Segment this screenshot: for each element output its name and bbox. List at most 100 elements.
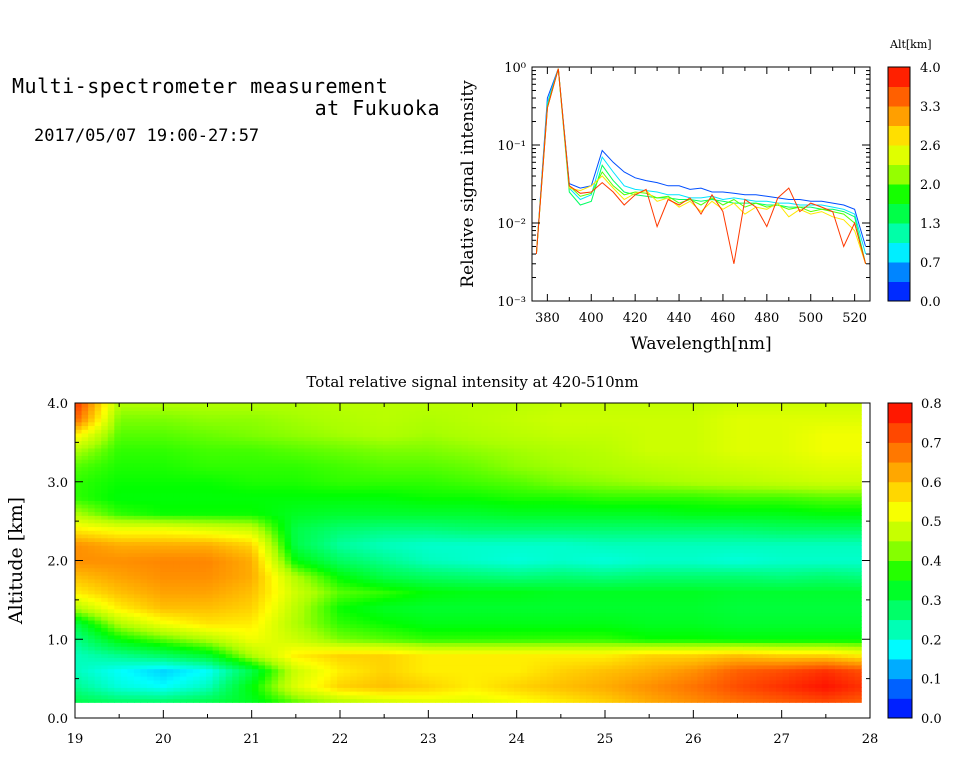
heatmap-cell xyxy=(461,601,469,606)
heatmap-cell xyxy=(513,653,522,658)
heatmap-cell xyxy=(448,679,456,685)
heatmap-cell xyxy=(396,601,404,606)
heatmap-cell xyxy=(690,646,698,651)
heatmap-cell xyxy=(559,687,567,692)
heatmap-cell xyxy=(120,619,129,625)
heatmap-cell xyxy=(834,601,843,606)
heatmap-cell xyxy=(776,567,784,572)
heatmap-cell xyxy=(815,590,823,595)
heatmap-cell xyxy=(153,571,161,576)
heatmap-cell xyxy=(212,586,220,591)
heatmap-cell xyxy=(454,672,463,677)
heatmap-cell xyxy=(428,597,436,602)
heatmap-cell xyxy=(671,664,679,670)
heatmap-cell xyxy=(258,612,266,617)
heatmap-cell xyxy=(605,691,613,696)
heatmap-cell xyxy=(317,604,325,610)
heatmap-cell xyxy=(494,567,502,572)
heatmap-cell xyxy=(520,679,528,685)
heatmap-cell xyxy=(147,672,155,677)
heatmap-cell xyxy=(278,601,286,606)
heatmap-cell xyxy=(310,668,318,673)
heatmap-cell xyxy=(304,578,312,584)
heatmap-cell xyxy=(821,586,830,591)
heatmap-cell xyxy=(579,582,587,587)
heatmap-cell xyxy=(553,593,561,599)
heatmap-cell xyxy=(671,601,679,606)
heatmap-cell xyxy=(828,679,836,685)
heatmap-cell xyxy=(848,683,856,688)
heatmap-cell xyxy=(133,627,142,632)
heatmap-cell xyxy=(802,679,810,685)
heatmap-cell xyxy=(795,590,803,595)
heatmap-cell xyxy=(815,563,823,569)
heatmap-cell xyxy=(120,582,129,587)
heatmap-cell xyxy=(140,560,148,565)
heatmap-cell xyxy=(762,612,771,617)
heatmap-cell xyxy=(756,608,764,614)
heatmap-cell xyxy=(133,590,142,595)
heatmap-cell xyxy=(389,586,397,591)
heatmap-cell xyxy=(644,619,653,625)
heatmap-cell xyxy=(120,563,129,569)
heatmap-cell xyxy=(219,560,227,565)
heatmap-cell xyxy=(566,612,574,617)
heatmap-cell xyxy=(107,608,115,614)
heatmap-cell xyxy=(101,608,109,614)
heatmap-cell xyxy=(572,664,581,670)
heatmap-cell xyxy=(310,634,318,640)
heatmap-cell xyxy=(454,604,463,610)
heatmap-cell xyxy=(599,698,607,703)
heatmap-cell xyxy=(160,657,168,662)
heatmap-cell xyxy=(454,642,463,647)
heatmap-cell xyxy=(808,560,816,565)
heatmap-cell xyxy=(422,560,430,565)
heatmap-cell xyxy=(251,646,260,651)
heatmap-cell xyxy=(206,649,214,655)
heatmap-cell xyxy=(795,604,803,610)
heatmap-cell xyxy=(409,552,417,557)
heatmap-cell xyxy=(618,646,626,651)
heatmap-cell xyxy=(625,590,633,595)
heatmap-cell xyxy=(409,638,417,643)
heatmap-cell xyxy=(415,683,423,688)
heatmap-cell xyxy=(409,593,417,599)
heatmap-cell xyxy=(160,612,168,617)
heatmap-cell xyxy=(127,694,135,700)
heatmap-cell xyxy=(323,638,332,643)
heatmap-cell xyxy=(291,664,299,670)
heatmap-cell xyxy=(166,623,174,629)
heatmap-cell xyxy=(664,657,672,662)
heatmap-cell xyxy=(579,661,587,666)
heatmap-cell xyxy=(828,560,836,565)
heatmap-cell xyxy=(546,556,554,561)
heatmap-cell xyxy=(199,601,207,606)
heatmap-cell xyxy=(756,642,764,647)
heatmap-cell xyxy=(369,601,377,606)
heatmap-cell xyxy=(468,556,476,561)
heatmap-cell xyxy=(553,638,561,643)
heatmap-cell xyxy=(343,623,351,629)
heatmap-cell xyxy=(592,691,600,696)
heatmap-cell xyxy=(389,631,397,636)
heatmap-cell xyxy=(219,694,227,700)
heatmap-cell xyxy=(422,672,430,677)
heatmap-cell xyxy=(173,567,181,572)
heatmap-cell xyxy=(651,668,659,673)
heatmap-cell xyxy=(133,676,142,681)
heatmap-cell xyxy=(789,582,797,587)
heatmap-cell xyxy=(251,623,260,629)
heatmap-cell xyxy=(821,597,830,602)
heatmap-cell xyxy=(815,649,823,655)
heatmap-cell xyxy=(697,687,705,692)
heatmap-cell xyxy=(481,676,489,681)
heatmap-cell xyxy=(625,578,633,584)
heatmap-cell xyxy=(114,687,122,692)
heatmap-cell xyxy=(369,657,377,662)
heatmap-cell xyxy=(828,563,836,569)
heatmap-cell xyxy=(435,601,443,606)
heatmap-cell xyxy=(664,597,672,602)
heatmap-cell xyxy=(703,672,712,677)
heatmap-cell xyxy=(671,608,679,614)
heatmap-cell xyxy=(81,563,89,569)
